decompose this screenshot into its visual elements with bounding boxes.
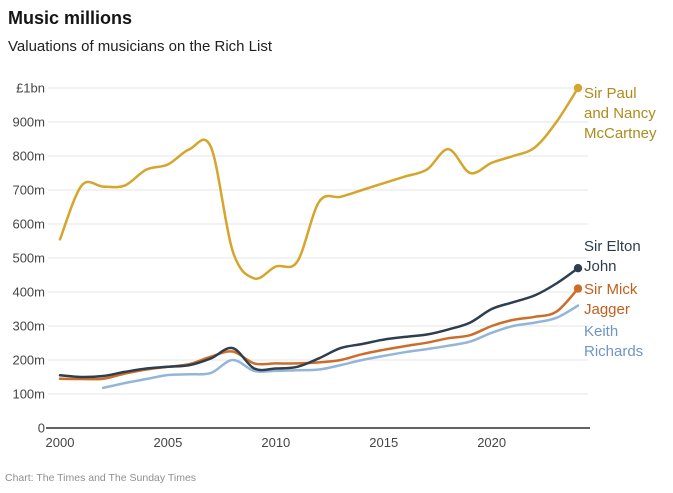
series-label-sir-elton-john: Sir Elton John (584, 237, 672, 277)
x-tick-label: 2015 (369, 435, 398, 450)
series-label-line: Sir Mick (584, 281, 638, 298)
series-line-sir-mick-jagger (58, 287, 580, 381)
series-label-line: Sir Paul (584, 85, 637, 102)
series-label-line: and Nancy (584, 105, 656, 122)
y-tick-label: 800m (12, 149, 45, 164)
series-label-keith-richards: Keith Richards (584, 322, 672, 362)
series-label-line: John (584, 258, 617, 275)
series-line-sir-paul-and-nancy-mccartney (58, 86, 580, 280)
series-label-sir-mick-jagger: Sir Mick Jagger (584, 280, 672, 320)
x-tick-label: 2010 (261, 435, 290, 450)
chart-credit: Chart: The Times and The Sunday Times (5, 472, 197, 484)
series-end-dot-sir-elton-john (573, 264, 583, 273)
series-end-dot-sir-paul-and-nancy-mccartney (573, 83, 583, 93)
series-line-sir-elton-john (58, 266, 580, 379)
chart-title: Music millions (8, 8, 133, 28)
chart-subtitle: Valuations of musicians on the Rich List (8, 38, 273, 55)
series-end-dot-sir-mick-jagger (573, 284, 583, 293)
y-tick-label: 700m (12, 183, 45, 198)
series-line-keith-richards (101, 304, 580, 390)
y-tick-label: 300m (12, 319, 45, 334)
y-tick-label: 500m (12, 251, 45, 266)
y-tick-label: 900m (12, 115, 45, 130)
series-label-line: Richards (584, 343, 644, 360)
series-label-sir-paul-and-nancy-mccartney: Sir Paul and Nancy McCartney (584, 84, 672, 144)
y-tick-label: 100m (12, 387, 45, 402)
series-label-line: Jagger (584, 301, 630, 318)
y-tick-label: 200m (12, 353, 45, 368)
series-label-line: McCartney (584, 125, 657, 142)
x-tick-label: 2005 (153, 435, 182, 450)
series-label-line: Sir Elton (584, 238, 641, 255)
y-tick-label: 0 (38, 421, 45, 436)
y-tick-label: £1bn (16, 81, 45, 96)
y-tick-label: 400m (12, 285, 45, 300)
x-tick-label: 2020 (477, 435, 506, 450)
series-label-line: Keith (584, 323, 619, 340)
x-tick-label: 2000 (46, 435, 75, 450)
y-tick-label: 600m (12, 217, 45, 232)
